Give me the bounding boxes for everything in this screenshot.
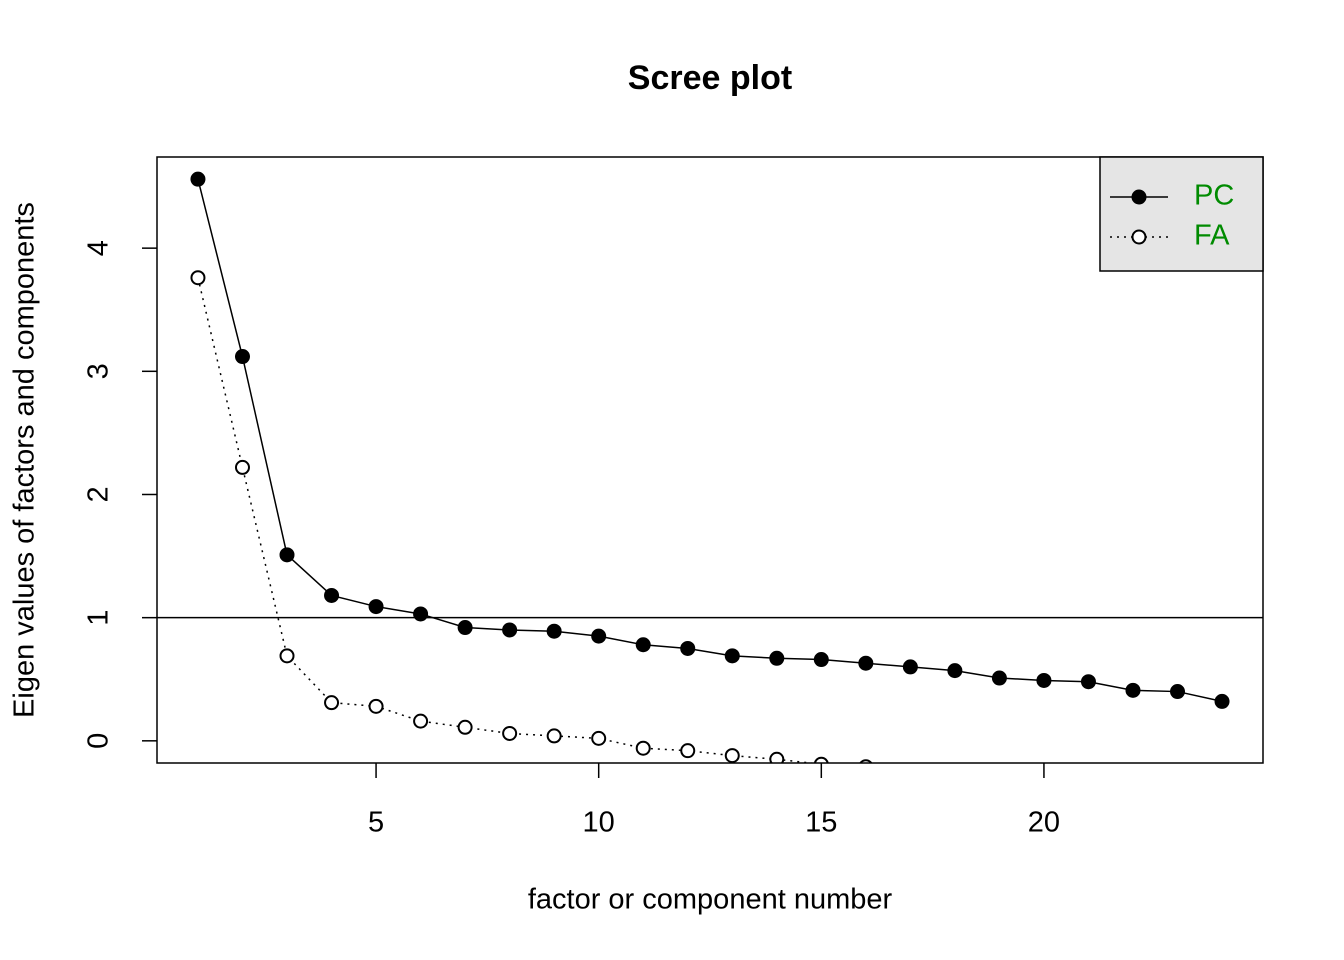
plot-area: [190, 171, 1230, 763]
data-point: [813, 652, 829, 668]
legend-marker: [1131, 229, 1147, 245]
series-line: [197, 277, 817, 763]
legend-label: FA: [1194, 220, 1230, 252]
data-point: [324, 695, 340, 711]
data-point: [813, 756, 829, 763]
data-point: [546, 623, 562, 639]
y-tick-label: 1: [83, 610, 115, 626]
data-point: [635, 740, 651, 756]
data-point: [947, 663, 963, 679]
data-point: [413, 606, 429, 622]
data-point: [1214, 693, 1230, 709]
data-point: [591, 730, 607, 746]
data-point: [902, 659, 918, 675]
data-point: [1170, 684, 1186, 700]
chart-title: Scree plot: [628, 59, 792, 97]
data-point: [724, 748, 740, 763]
plot-frame: [156, 156, 1264, 764]
data-point: [279, 648, 295, 664]
data-point: [413, 713, 429, 729]
data-point: [680, 743, 696, 759]
y-tick-label: 0: [83, 733, 115, 749]
data-point: [1036, 672, 1052, 688]
data-point: [769, 650, 785, 666]
x-tick-label: 5: [368, 807, 384, 839]
data-point: [769, 751, 785, 763]
data-point: [190, 270, 206, 286]
legend-marker: [1131, 189, 1147, 205]
x-tick-label: 10: [583, 807, 615, 839]
data-point: [457, 620, 473, 636]
legend-box: [1099, 156, 1264, 272]
data-point: [368, 698, 384, 714]
data-point: [457, 719, 473, 735]
data-point: [234, 349, 250, 365]
data-point: [368, 599, 384, 615]
data-point: [724, 648, 740, 664]
x-tick-label: 20: [1028, 807, 1060, 839]
legend: PC FA: [1099, 156, 1264, 272]
x-axis-label: factor or component number: [528, 884, 893, 916]
data-point: [991, 670, 1007, 686]
legend-label: PC: [1194, 180, 1234, 212]
data-point: [324, 587, 340, 603]
y-axis-label: Eigen values of factors and components: [9, 202, 41, 718]
data-point: [1080, 674, 1096, 690]
y-tick-label: 3: [83, 363, 115, 379]
data-point: [190, 171, 206, 187]
data-point: [279, 547, 295, 563]
data-point: [502, 622, 518, 638]
data-point: [502, 725, 518, 741]
x-tick-label: 15: [805, 807, 837, 839]
y-tick-label: 4: [83, 240, 115, 256]
data-point: [635, 637, 651, 653]
data-point: [680, 640, 696, 656]
data-point: [1125, 682, 1141, 698]
data-point: [546, 728, 562, 744]
y-tick-label: 2: [83, 486, 115, 502]
data-point: [858, 655, 874, 671]
data-point: [234, 459, 250, 475]
data-point: [591, 628, 607, 644]
